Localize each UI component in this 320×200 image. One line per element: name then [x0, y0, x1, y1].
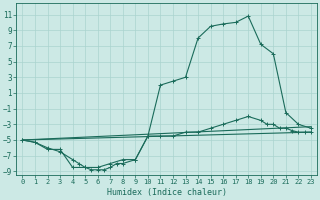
X-axis label: Humidex (Indice chaleur): Humidex (Indice chaleur): [107, 188, 227, 197]
